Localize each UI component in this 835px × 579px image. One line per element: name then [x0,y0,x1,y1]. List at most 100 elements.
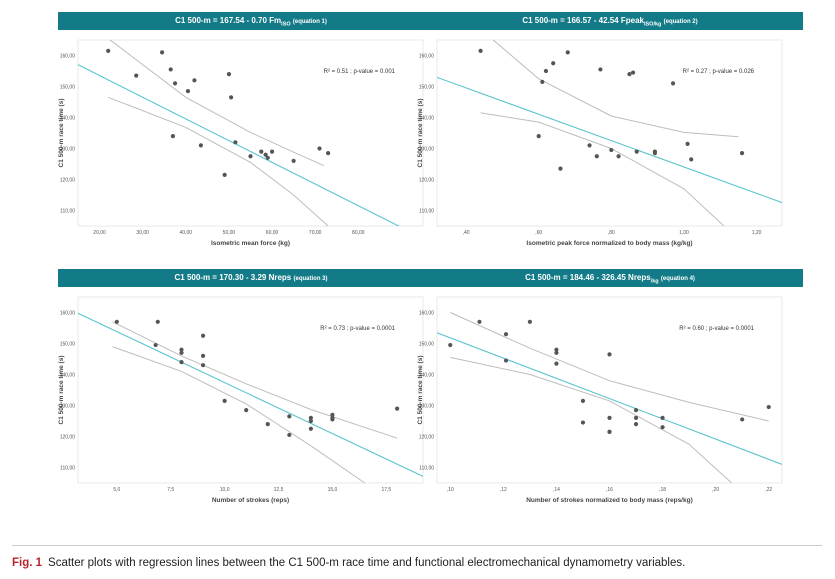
data-point [308,418,313,424]
x-tick-label: ,14 [553,487,560,493]
y-tick-label: 150,00 [60,341,76,347]
data-point [685,141,690,146]
chart-title-subscript: ISO/kg [643,21,662,28]
data-point [477,319,482,324]
y-axis-label: C1 500-m race time (s) [58,98,65,167]
data-point [609,147,614,153]
y-axis-label: C1 500-m race time (s) [58,355,65,424]
y-tick-label: 140,00 [60,372,76,378]
data-point [652,149,657,154]
stats-annotation: R² = 0.27 ; p-value = 0.026 [683,69,755,75]
chart-panel-2: C1 500-m = 166.57 - 42.54 FpeakISO/kg (e… [417,12,803,252]
x-tick-label: 7,5 [167,487,174,493]
data-point [607,429,612,434]
chart-title-equation: (equation 3) [293,276,328,282]
regression-line [437,76,782,204]
data-point [558,166,563,171]
confidence-band-upper [492,40,739,138]
caption-text: Scatter plots with regression lines betw… [48,557,686,569]
data-point [248,154,253,159]
x-tick-label: 70,00 [309,230,322,236]
x-tick-label: ,40 [463,230,470,236]
y-tick-label: 160,00 [60,310,76,316]
y-tick-label: 110,00 [419,465,434,471]
data-point [185,89,191,94]
x-tick-label: 1,20 [752,230,762,236]
x-tick-label: 30,00 [136,230,149,236]
data-point [106,48,111,53]
scatter-plot: 110,00 120,00 130,00 140,00 150,00 160,00 ,40,… [417,39,783,247]
y-tick-label: 130,00 [60,146,76,152]
data-point [265,422,270,427]
chart-title-subscript: /kg [650,278,659,285]
regression-line [437,332,782,465]
data-point [766,404,771,410]
x-tick-label: 80,00 [352,230,365,236]
x-tick-label: 60,00 [266,230,279,236]
chart-title: C1 500-m = 170.30 - 3.29 Nreps [174,273,292,282]
x-axis-label: Number of strokes normalized to body mas… [526,497,693,504]
x-tick-label: 5,0 [113,487,120,493]
chart-title-subscript: ISO [281,21,291,28]
chart-title: C1 500-m = 184.46 - 326.45 Nreps [525,273,651,282]
data-point [287,432,292,438]
plot-area [436,39,783,227]
confidence-band-upper [112,321,398,439]
x-axis-label: Isometric mean force (kg) [211,240,290,247]
confidence-band-lower [112,346,366,483]
data-point [543,68,549,74]
y-tick-label: 150,00 [419,84,435,90]
y-tick-label: 140,00 [60,115,76,121]
data-point [598,67,603,72]
data-point [580,420,586,425]
y-axis-label: C1 500-m race time (s) [417,355,424,424]
data-point [739,151,745,156]
data-point [607,415,612,420]
x-tick-label: ,16 [606,487,613,493]
data-point [222,172,227,177]
data-point [631,70,636,75]
x-tick-label: 17,5 [381,487,391,493]
x-tick-label: 12,5 [274,487,284,493]
data-point [633,415,639,420]
chart-title-equation: (equation 4) [660,276,695,282]
data-point [565,50,570,55]
y-tick-label: 160,00 [60,53,76,59]
y-tick-label: 150,00 [60,84,76,90]
data-point [689,157,694,162]
confidence-band-lower [450,356,732,483]
x-tick-label: 15,0 [328,487,338,493]
data-point [233,140,238,145]
chart-title-banner: C1 500-m = 166.57 - 42.54 FpeakISO/kg (e… [417,12,803,30]
x-tick-label: ,18 [659,487,666,493]
chart-title-banner: C1 500-m = 184.46 - 326.45 Nreps/kg (equ… [417,269,803,287]
x-tick-label: 40,00 [180,230,193,236]
plot-area [436,296,783,484]
confidence-band-upper [450,312,769,422]
chart-title-banner: C1 500-m = 167.54 - 0.70 FmISO (equation… [58,12,444,30]
data-point [580,398,586,403]
data-point [627,72,632,77]
data-point [616,154,621,159]
data-point [170,134,175,139]
x-tick-label: 1,00 [679,230,689,236]
data-point [159,50,165,55]
data-point [179,347,184,352]
stats-annotation: R² = 0.73 ; p-value = 0.0001 [320,326,395,332]
data-point [287,414,292,419]
figure-caption: Fig. 1 Scatter plots with regression line… [12,557,685,569]
data-point [554,347,559,352]
x-axis-label: Number of strokes (reps) [212,497,289,504]
regression-line [78,312,423,477]
data-point [660,425,665,430]
scatter-plot: 110,00 120,00 130,00 140,00 150,00 160,00 20,0… [58,39,424,247]
y-tick-label: 110,00 [419,208,434,214]
data-point [308,415,313,420]
data-point [536,134,541,139]
y-tick-label: 110,00 [60,208,75,214]
data-point [291,158,296,163]
data-point [222,398,227,403]
data-point [448,342,453,348]
data-point [153,342,158,348]
data-point [554,361,559,366]
